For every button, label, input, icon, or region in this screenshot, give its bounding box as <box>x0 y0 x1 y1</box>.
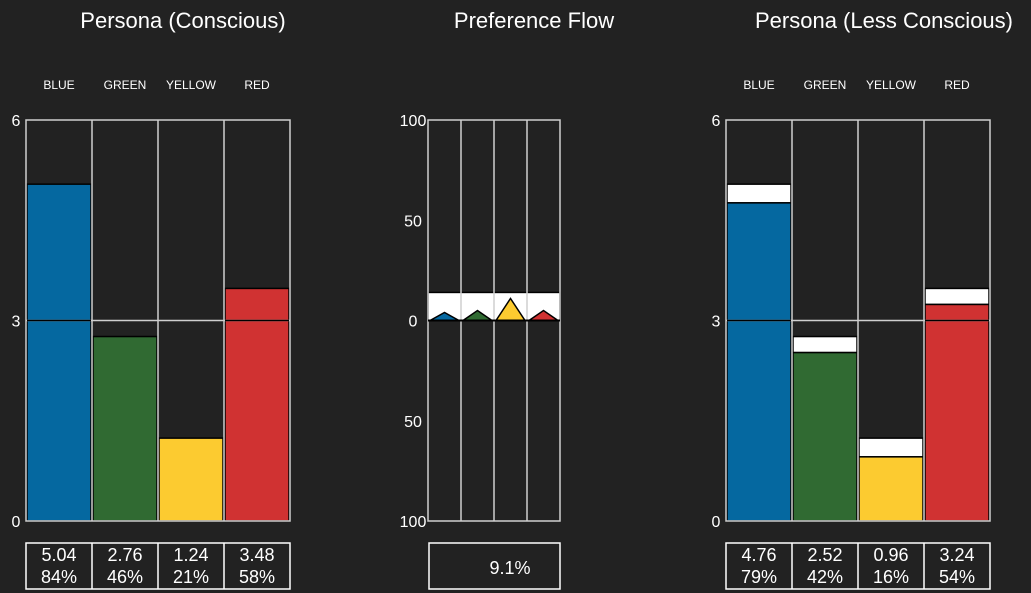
conscious-percent-label-yellow: 21% <box>173 567 209 587</box>
less-conscious-value-label-green: 2.52 <box>807 545 842 565</box>
flow-ytick-label: 50 <box>404 414 422 431</box>
less-conscious-category-label-blue: BLUE <box>743 78 774 92</box>
less-conscious-bar-blue <box>726 202 792 522</box>
chart-title-less-conscious: Persona (Less Conscious) <box>755 8 1013 33</box>
conscious-bar-red <box>224 287 290 522</box>
conscious-percent-label-green: 46% <box>107 567 143 587</box>
flow-ytick-label: 100 <box>400 113 427 130</box>
less-conscious-value-label-yellow: 0.96 <box>873 545 908 565</box>
chart-title-preference-flow: Preference Flow <box>454 8 614 33</box>
less-conscious-value-label-red: 3.24 <box>939 545 974 565</box>
flow-ytick-label: 50 <box>404 213 422 230</box>
less-conscious-ytick-label: 0 <box>712 514 721 531</box>
less-conscious-percent-label-green: 42% <box>807 567 843 587</box>
less-conscious-bar-green <box>792 351 858 522</box>
conscious-bar-yellow <box>158 437 224 522</box>
less-conscious-conscious-marker-yellow <box>858 437 924 458</box>
preference-flow-summary-box <box>428 542 561 590</box>
less-conscious-category-label-green: GREEN <box>804 78 847 92</box>
less-conscious-bar-red <box>924 303 990 522</box>
less-conscious-percent-label-yellow: 16% <box>873 567 909 587</box>
less-conscious-conscious-marker-green <box>792 335 858 354</box>
conscious-bar-blue <box>26 183 92 522</box>
flow-ytick-label: 100 <box>400 514 427 531</box>
conscious-value-label-red: 3.48 <box>239 545 274 565</box>
less-conscious-bar-yellow <box>858 456 924 522</box>
less-conscious-value-label-blue: 4.76 <box>741 545 776 565</box>
conscious-category-label-green: GREEN <box>104 78 147 92</box>
conscious-ytick-label: 0 <box>12 514 21 531</box>
less-conscious-ytick-label: 3 <box>712 314 721 331</box>
conscious-ytick-label: 6 <box>12 113 21 130</box>
conscious-value-label-yellow: 1.24 <box>173 545 208 565</box>
preference-flow-summary: 9.1% <box>489 558 530 578</box>
less-conscious-category-label-yellow: YELLOW <box>866 78 917 92</box>
flow-ytick-label: 0 <box>409 314 418 331</box>
conscious-category-label-yellow: YELLOW <box>166 78 217 92</box>
less-conscious-percent-label-blue: 79% <box>741 567 777 587</box>
conscious-value-label-blue: 5.04 <box>41 545 76 565</box>
conscious-percent-label-red: 58% <box>239 567 275 587</box>
less-conscious-category-label-red: RED <box>944 78 970 92</box>
conscious-category-label-red: RED <box>244 78 270 92</box>
less-conscious-conscious-marker-red <box>924 287 990 306</box>
chart-title-conscious: Persona (Conscious) <box>80 8 285 33</box>
less-conscious-percent-label-red: 54% <box>939 567 975 587</box>
conscious-category-label-blue: BLUE <box>43 78 74 92</box>
conscious-percent-label-blue: 84% <box>41 567 77 587</box>
conscious-bar-green <box>92 335 158 522</box>
less-conscious-conscious-marker-blue <box>726 183 792 204</box>
conscious-value-label-green: 2.76 <box>107 545 142 565</box>
less-conscious-ytick-label: 6 <box>712 113 721 130</box>
conscious-ytick-label: 3 <box>12 314 21 331</box>
